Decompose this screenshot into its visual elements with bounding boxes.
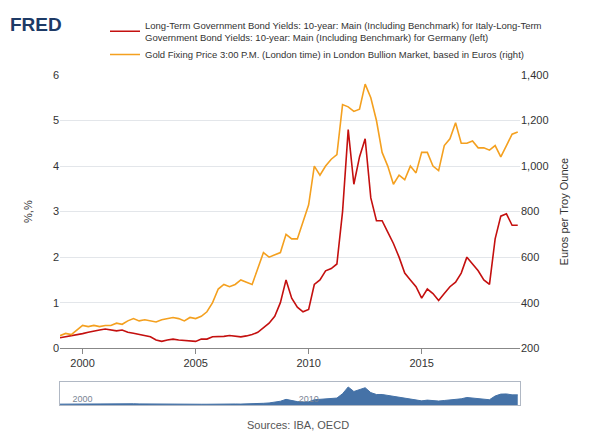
svg-text:Gold Fixing Price 3:00 P.M. (L: Gold Fixing Price 3:00 P.M. (London time…: [145, 49, 524, 60]
svg-text:5: 5: [53, 114, 59, 126]
svg-text:2000: 2000: [70, 357, 94, 369]
svg-text:2010: 2010: [296, 357, 320, 369]
svg-text:200: 200: [521, 342, 539, 354]
svg-text:0: 0: [53, 342, 59, 354]
svg-text:2005: 2005: [183, 357, 207, 369]
svg-text:%,%: %,%: [22, 200, 34, 223]
svg-text:1,200: 1,200: [521, 114, 549, 126]
svg-text:Euros per Troy Ounce: Euros per Troy Ounce: [558, 158, 570, 266]
svg-text:2000: 2000: [73, 394, 93, 404]
svg-text:800: 800: [521, 205, 539, 217]
svg-text:2010: 2010: [299, 394, 319, 404]
svg-text:2: 2: [53, 251, 59, 263]
svg-text:1: 1: [53, 297, 59, 309]
svg-text:6: 6: [53, 69, 59, 81]
svg-text:FRED: FRED: [10, 14, 62, 35]
svg-text:2015: 2015: [409, 357, 433, 369]
svg-text:Long-Term Government Bond Yiel: Long-Term Government Bond Yields: 10-yea…: [145, 20, 542, 43]
svg-text:1,400: 1,400: [521, 69, 549, 81]
svg-text:400: 400: [521, 297, 539, 309]
svg-text:600: 600: [521, 251, 539, 263]
svg-text:3: 3: [53, 205, 59, 217]
svg-text:4: 4: [53, 160, 59, 172]
svg-text:Sources: IBA, OECD: Sources: IBA, OECD: [247, 419, 349, 431]
svg-text:1,000: 1,000: [521, 160, 549, 172]
